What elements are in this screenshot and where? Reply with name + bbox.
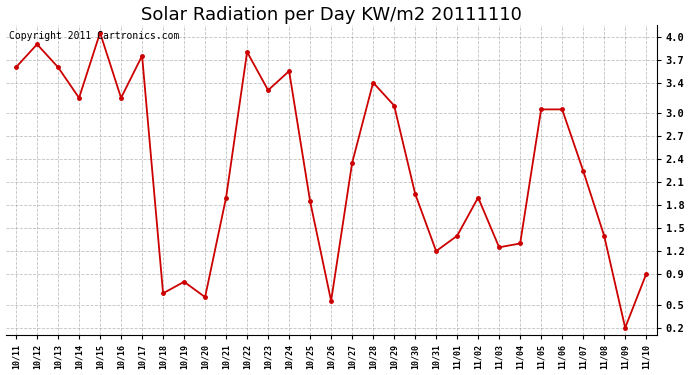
- Text: Copyright 2011 Cartronics.com: Copyright 2011 Cartronics.com: [9, 32, 179, 41]
- Title: Solar Radiation per Day KW/m2 20111110: Solar Radiation per Day KW/m2 20111110: [141, 6, 522, 24]
